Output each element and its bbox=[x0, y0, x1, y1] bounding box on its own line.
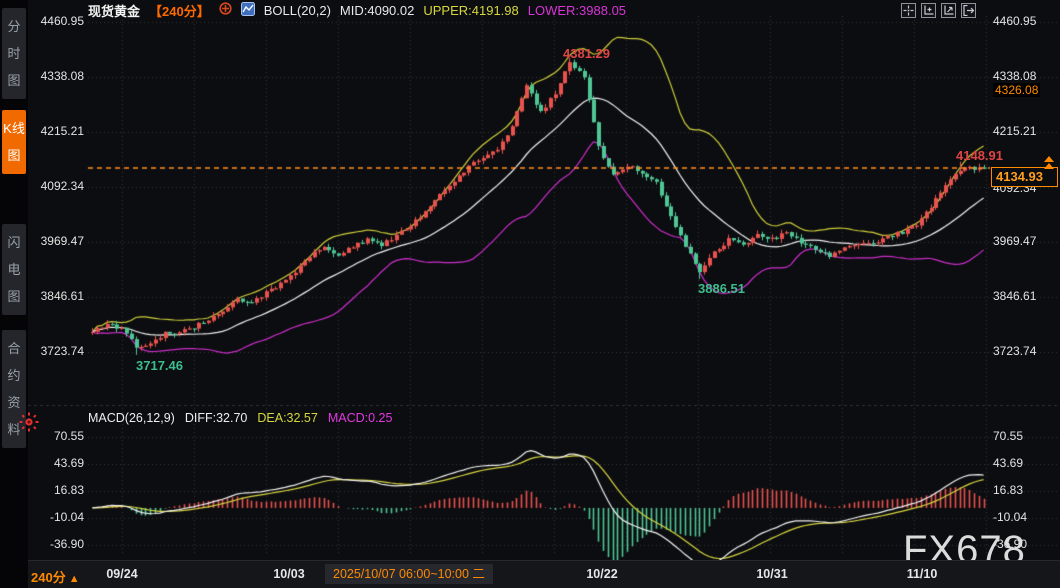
price-up-arrows-icon bbox=[1044, 156, 1054, 170]
macd-axis-label: 43.69 bbox=[53, 456, 84, 470]
x-axis-date: 11/10 bbox=[906, 567, 938, 581]
macd-axis-label: 43.69 bbox=[993, 456, 1024, 470]
x-axis-date: 10/03 bbox=[273, 567, 305, 581]
annotation-low: 3717.46 bbox=[136, 358, 183, 373]
indicator-header: 现货黄金 【240分】 BOLL(20,2) MID:4090.02 UPPER… bbox=[88, 1, 626, 19]
chart-toolbar bbox=[901, 3, 976, 18]
price-axis-label: 4460.95 bbox=[993, 14, 1037, 28]
macd-axis-label: -10.04 bbox=[993, 510, 1028, 524]
x-axis-date: 10/22 bbox=[586, 567, 618, 581]
crosshair-time-readout: 2025/10/07 06:00~10:00 二 bbox=[325, 564, 493, 584]
macd-label: MACD(26,12,9) bbox=[88, 411, 175, 425]
price-axis-label: 3723.74 bbox=[993, 344, 1037, 358]
macd-axis-label: -36.90 bbox=[49, 537, 84, 551]
period-label: 【240分】 bbox=[149, 3, 210, 19]
annotation-high: 4381.29 bbox=[563, 46, 610, 61]
boll-label: BOLL(20,2) bbox=[263, 2, 331, 18]
period-arrow-icon: ▲ bbox=[68, 573, 80, 585]
macd-axis-label: 16.83 bbox=[993, 483, 1024, 497]
bottom-bar: 240分 ▲ 09/24 10/03 2025/10/07 06:00~10:00… bbox=[28, 560, 1060, 588]
macd-axis-label: 70.55 bbox=[53, 429, 84, 443]
zoom-out-axes-icon[interactable] bbox=[941, 3, 956, 18]
x-axis-date: 09/24 bbox=[106, 567, 138, 581]
x-axis-date: 10/31 bbox=[756, 567, 788, 581]
boll-upper-value: UPPER:4191.98 bbox=[423, 2, 519, 18]
price-axis-label: 3969.47 bbox=[993, 234, 1037, 248]
sidebar-tab-contract-info[interactable]: 合约资料 bbox=[2, 330, 26, 448]
macd-header: MACD(26,12,9) DIFF:32.70 DEA:32.57 MACD:… bbox=[88, 411, 392, 425]
macd-axis-label: -36.90 bbox=[993, 537, 1028, 551]
indicator-alert-icon[interactable] bbox=[19, 412, 39, 437]
price-axis-label: 4338.08 bbox=[40, 69, 84, 83]
price-axis-label: 3846.61 bbox=[40, 289, 84, 303]
price-axis-label: 4338.08 bbox=[993, 69, 1037, 83]
price-axis-label: 4460.95 bbox=[40, 14, 84, 28]
exit-chart-icon[interactable] bbox=[961, 3, 976, 18]
price-axis-label: 4215.21 bbox=[993, 124, 1037, 138]
price-axis-label: 3723.74 bbox=[40, 344, 84, 358]
sidebar-tab-lightning[interactable]: 闪电图 bbox=[2, 224, 26, 315]
annotation-recent-high: 4148.91 bbox=[956, 148, 1003, 163]
macd-diff-value: DIFF:32.70 bbox=[184, 411, 248, 425]
price-axis-label: 4092.34 bbox=[40, 179, 84, 193]
prev-close-badge: 4326.08 bbox=[993, 83, 1041, 97]
last-price-box: 4134.93 bbox=[991, 167, 1058, 187]
boll-lower-value: LOWER:3988.05 bbox=[527, 2, 627, 18]
zoom-in-axes-icon[interactable] bbox=[921, 3, 936, 18]
price-axis-label: 3846.61 bbox=[993, 289, 1037, 303]
macd-axis-label: 70.55 bbox=[993, 429, 1024, 443]
macd-axis-label: 16.83 bbox=[53, 483, 84, 497]
sidebar-tab-kline[interactable]: K线图 bbox=[2, 110, 26, 174]
symbol-name: 现货黄金 bbox=[88, 3, 141, 19]
sidebar-tab-timeline[interactable]: 分时图 bbox=[2, 8, 26, 99]
annotation-swing-low: 3886.51 bbox=[698, 281, 745, 296]
price-axis-label: 3969.47 bbox=[40, 234, 84, 248]
macd-axis-label: -10.04 bbox=[49, 510, 84, 524]
remove-indicator-icon[interactable] bbox=[219, 2, 232, 18]
macd-value: MACD:0.25 bbox=[327, 411, 393, 425]
sidebar: 分时图 K线图 闪电图 合约资料 bbox=[0, 0, 39, 588]
macd-dea-value: DEA:32.57 bbox=[257, 411, 318, 425]
period-selector[interactable]: 240分 ▲ bbox=[31, 570, 80, 585]
crosshair-icon[interactable] bbox=[901, 3, 916, 18]
boll-mid-value: MID:4090.02 bbox=[339, 2, 415, 18]
indicator-chart-icon[interactable] bbox=[240, 1, 255, 19]
price-axis-label: 4215.21 bbox=[40, 124, 84, 138]
